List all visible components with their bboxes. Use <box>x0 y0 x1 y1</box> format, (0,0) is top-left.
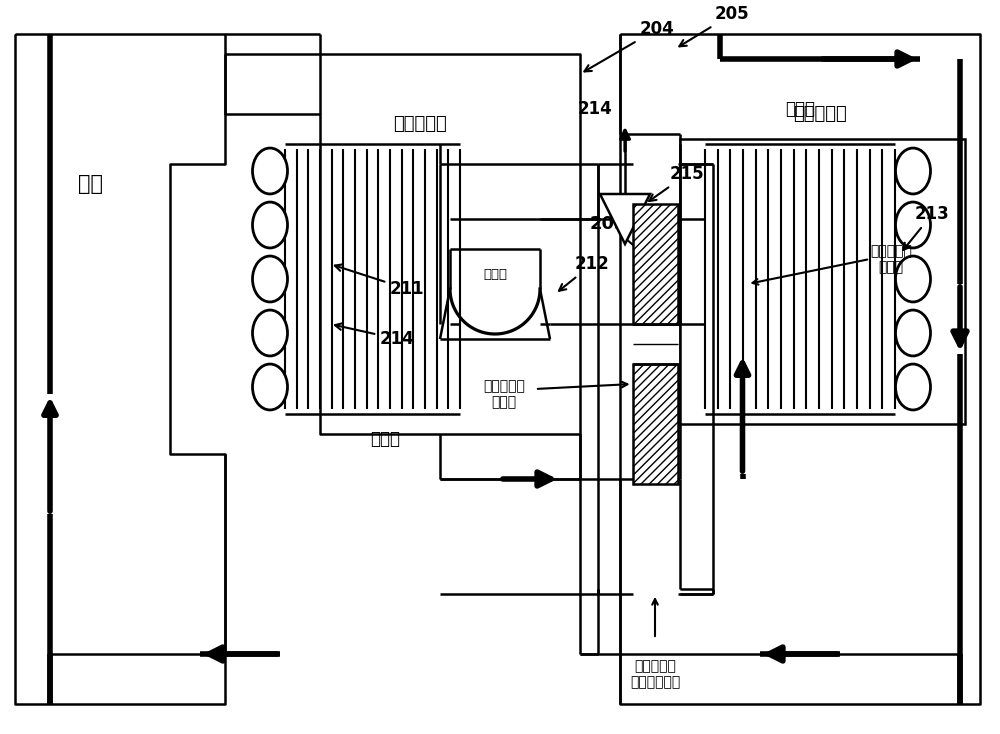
Ellipse shape <box>896 148 930 194</box>
Ellipse shape <box>253 148 288 194</box>
Text: 214: 214 <box>578 100 612 118</box>
Bar <box>680 139 965 424</box>
Ellipse shape <box>896 256 930 302</box>
Text: 214: 214 <box>335 323 415 348</box>
Text: 204: 204 <box>584 20 675 71</box>
Text: 第一换热池: 第一换热池 <box>393 115 447 133</box>
Ellipse shape <box>253 310 288 356</box>
Text: 215: 215 <box>649 165 705 201</box>
Text: 温差发电机
的冷端: 温差发电机 的冷端 <box>870 244 912 274</box>
Bar <box>633 204 678 324</box>
Ellipse shape <box>896 202 930 248</box>
Polygon shape <box>600 194 650 244</box>
Text: 第二换热池: 第二换热池 <box>793 105 847 123</box>
Ellipse shape <box>896 310 930 356</box>
Text: 211: 211 <box>335 264 425 298</box>
Ellipse shape <box>253 364 288 410</box>
Text: 212: 212 <box>559 255 610 291</box>
Text: 冷凝器: 冷凝器 <box>370 430 400 448</box>
Text: 213: 213 <box>903 205 950 250</box>
Bar <box>633 364 678 484</box>
Ellipse shape <box>253 256 288 302</box>
Ellipse shape <box>253 202 288 248</box>
Text: 203: 203 <box>590 215 651 261</box>
Text: 压缩机: 压缩机 <box>483 267 507 280</box>
Text: 热源: 热源 <box>78 174 103 194</box>
Text: 蒸发器: 蒸发器 <box>785 100 815 118</box>
Text: 205: 205 <box>679 5 750 46</box>
Text: 温差发电机
的热端: 温差发电机 的热端 <box>483 379 525 409</box>
Text: 温差发电机
的温差发电片: 温差发电机 的温差发电片 <box>630 659 680 689</box>
Ellipse shape <box>896 364 930 410</box>
